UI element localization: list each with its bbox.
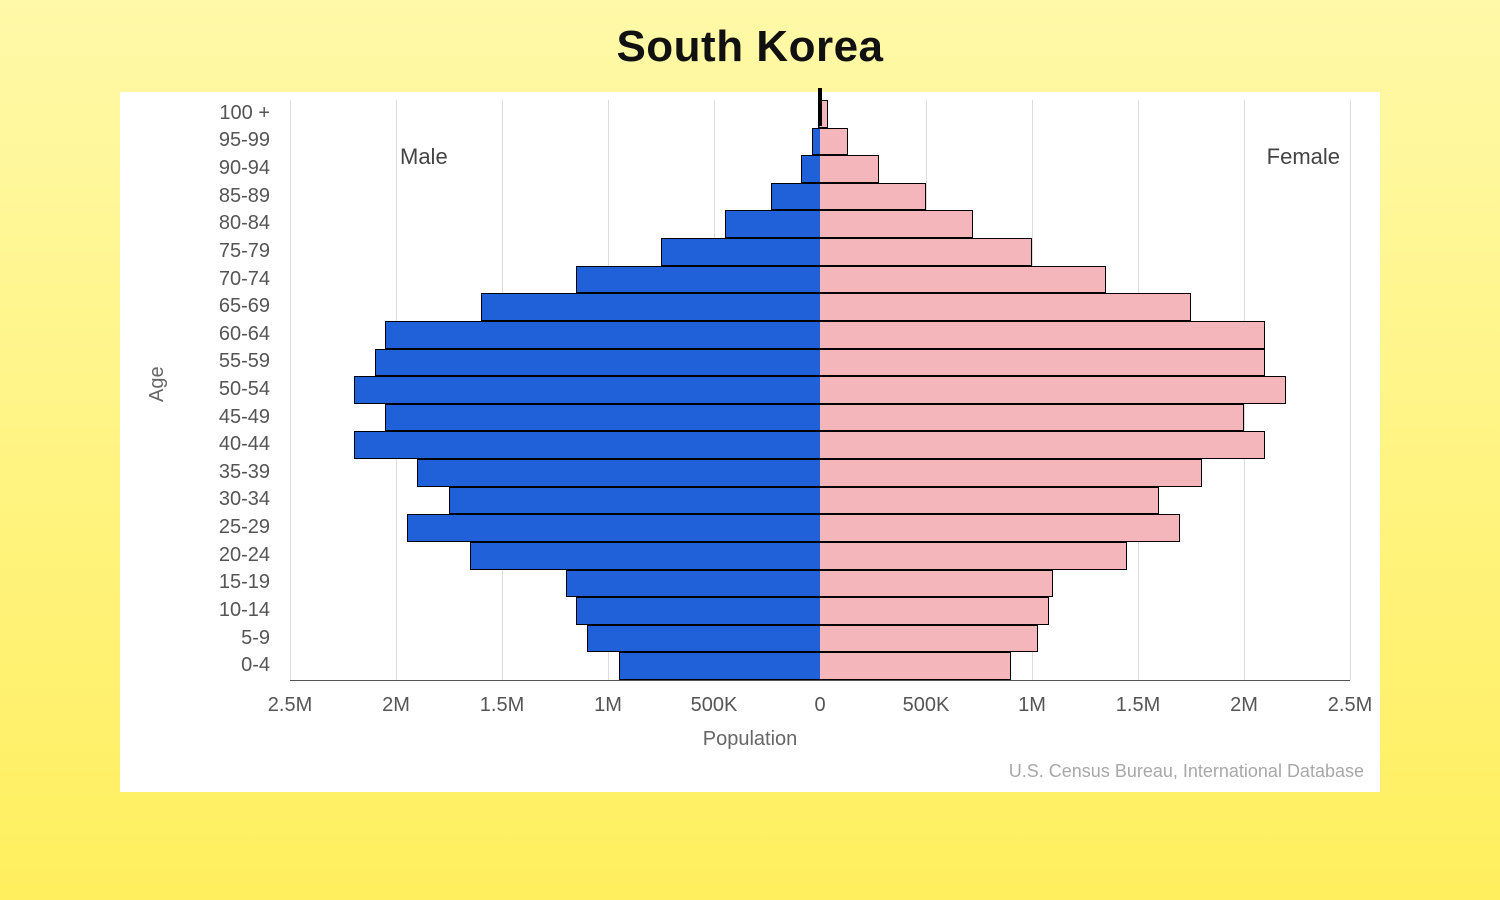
attribution-text: U.S. Census Bureau, International Databa…	[1009, 761, 1364, 782]
female-bar	[820, 459, 1202, 487]
female-series-label: Female	[1267, 144, 1340, 170]
male-bar	[417, 459, 820, 487]
female-bar	[820, 183, 926, 211]
male-bar	[385, 404, 820, 432]
male-bar	[661, 238, 820, 266]
age-group-label: 45-49	[120, 406, 270, 429]
female-bar	[820, 570, 1053, 598]
female-bar	[820, 487, 1159, 515]
y-axis-title: Age	[146, 366, 169, 402]
age-group-label: 5-9	[120, 627, 270, 650]
male-bar	[407, 514, 820, 542]
male-bar	[481, 293, 820, 321]
male-bar	[576, 597, 820, 625]
age-group-label: 75-79	[120, 240, 270, 263]
male-bar	[771, 183, 820, 211]
male-bar	[354, 376, 820, 404]
female-bar	[820, 128, 848, 156]
x-tick-label: 2.5M	[1300, 694, 1400, 717]
female-bar	[820, 321, 1265, 349]
age-group-label: 95-99	[120, 129, 270, 152]
female-bar	[820, 652, 1011, 680]
male-bar	[449, 487, 820, 515]
female-bar	[820, 293, 1191, 321]
page: South Korea 100 + 95-99 90-94 85-89 80-84 75-…	[0, 0, 1500, 900]
x-tick-label: 500K	[876, 694, 976, 717]
age-group-label: 0-4	[120, 654, 270, 677]
female-bar	[820, 155, 879, 183]
male-bar	[375, 349, 820, 377]
female-bar	[820, 404, 1244, 432]
male-bar	[576, 266, 820, 294]
age-group-label: 35-39	[120, 461, 270, 484]
x-tick-label: 500K	[664, 694, 764, 717]
male-bar	[587, 625, 820, 653]
age-group-label: 60-64	[120, 323, 270, 346]
female-bar	[820, 210, 973, 238]
x-tick-label: 1.5M	[452, 694, 552, 717]
female-bar	[820, 625, 1038, 653]
male-bar	[801, 155, 820, 183]
female-bar	[820, 349, 1265, 377]
x-tick-label: 2M	[1194, 694, 1294, 717]
x-tick-label: 1M	[982, 694, 1082, 717]
x-tick-label: 1.5M	[1088, 694, 1188, 717]
male-bar	[566, 570, 820, 598]
male-bar	[812, 128, 820, 156]
age-group-label: 70-74	[120, 268, 270, 291]
age-group-label: 90-94	[120, 157, 270, 180]
grid-line	[290, 100, 291, 680]
male-bar	[354, 431, 820, 459]
age-group-label: 20-24	[120, 544, 270, 567]
age-group-label: 85-89	[120, 185, 270, 208]
age-group-label: 65-69	[120, 295, 270, 318]
chart-panel: 100 + 95-99 90-94 85-89 80-84 75-79 70-74 65-69…	[120, 92, 1380, 792]
age-group-label: 10-14	[120, 599, 270, 622]
x-tick-label: 2.5M	[240, 694, 340, 717]
male-bar	[725, 210, 820, 238]
age-group-label: 15-19	[120, 571, 270, 594]
x-tick-label: 2M	[346, 694, 446, 717]
x-tick-label: 1M	[558, 694, 658, 717]
age-group-label: 80-84	[120, 212, 270, 235]
x-axis-line	[290, 680, 1350, 681]
male-bar	[470, 542, 820, 570]
population-pyramid-chart: 100 + 95-99 90-94 85-89 80-84 75-79 70-74 65-69…	[120, 92, 1380, 792]
x-tick-label: 0	[770, 694, 870, 717]
female-bar	[820, 266, 1106, 294]
female-bar	[820, 542, 1127, 570]
male-bar	[619, 652, 820, 680]
male-series-label: Male	[400, 144, 448, 170]
center-axis-marker	[818, 88, 822, 126]
female-bar	[820, 597, 1049, 625]
female-bar	[820, 376, 1286, 404]
female-bar	[820, 514, 1180, 542]
male-bar	[385, 321, 820, 349]
age-group-label: 40-44	[120, 433, 270, 456]
age-group-label: 50-54	[120, 378, 270, 401]
age-group-label: 30-34	[120, 488, 270, 511]
page-title: South Korea	[0, 22, 1500, 72]
x-axis-title: Population	[120, 728, 1380, 751]
female-bar	[820, 238, 1032, 266]
grid-line	[1350, 100, 1351, 680]
age-group-label: 100 +	[120, 102, 270, 125]
female-bar	[820, 431, 1265, 459]
age-group-label: 25-29	[120, 516, 270, 539]
age-group-label: 55-59	[120, 350, 270, 373]
